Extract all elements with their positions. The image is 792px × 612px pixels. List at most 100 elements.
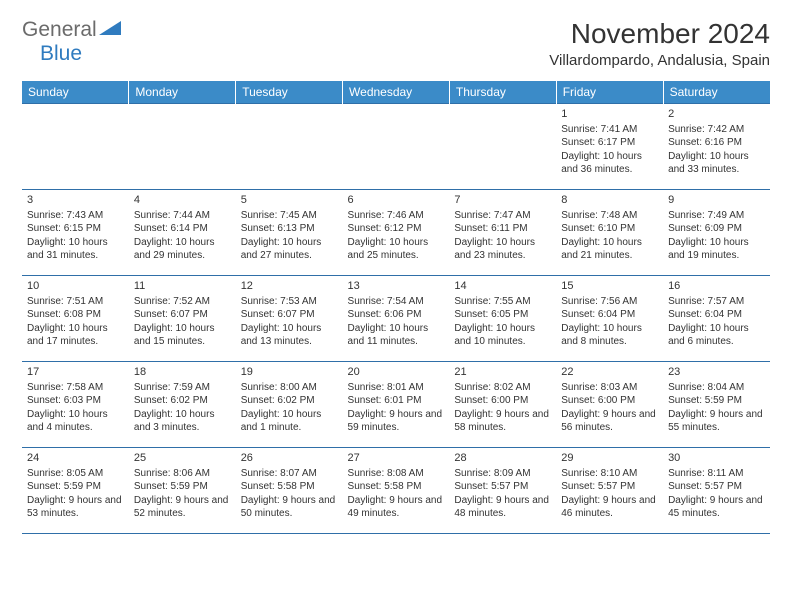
day-number: 17 [27,365,124,380]
daylight-line: Daylight: 10 hours and 21 minutes. [561,236,658,263]
sunrise-line: Sunrise: 8:09 AM [454,467,551,481]
calendar-day-cell: 9Sunrise: 7:49 AMSunset: 6:09 PMDaylight… [663,190,770,276]
sunset-line: Sunset: 5:57 PM [561,480,658,494]
calendar-page: General Blue November 2024 Villardompard… [0,0,792,552]
sunrise-line: Sunrise: 7:44 AM [134,209,231,223]
day-number: 12 [241,279,338,294]
sunset-line: Sunset: 5:59 PM [134,480,231,494]
day-number: 11 [134,279,231,294]
logo-part1: General [22,18,97,41]
calendar-day-cell: 13Sunrise: 7:54 AMSunset: 6:06 PMDayligh… [343,276,450,362]
title-block: November 2024 Villardompardo, Andalusia,… [549,18,770,69]
day-number: 18 [134,365,231,380]
calendar-day-cell [236,104,343,190]
sunset-line: Sunset: 6:03 PM [27,394,124,408]
day-number: 5 [241,193,338,208]
sunrise-line: Sunrise: 7:46 AM [348,209,445,223]
sunrise-line: Sunrise: 7:57 AM [668,295,765,309]
daylight-line: Daylight: 10 hours and 17 minutes. [27,322,124,349]
sunset-line: Sunset: 5:57 PM [668,480,765,494]
day-header: Saturday [663,81,770,104]
sunrise-line: Sunrise: 7:53 AM [241,295,338,309]
sunset-line: Sunset: 5:59 PM [27,480,124,494]
sunset-line: Sunset: 6:02 PM [134,394,231,408]
sunset-line: Sunset: 6:12 PM [348,222,445,236]
day-number: 15 [561,279,658,294]
calendar-day-cell: 6Sunrise: 7:46 AMSunset: 6:12 PMDaylight… [343,190,450,276]
day-number: 19 [241,365,338,380]
calendar-day-cell: 2Sunrise: 7:42 AMSunset: 6:16 PMDaylight… [663,104,770,190]
daylight-line: Daylight: 10 hours and 25 minutes. [348,236,445,263]
calendar-day-cell: 8Sunrise: 7:48 AMSunset: 6:10 PMDaylight… [556,190,663,276]
sunrise-line: Sunrise: 7:52 AM [134,295,231,309]
sunset-line: Sunset: 6:06 PM [348,308,445,322]
calendar-day-cell: 15Sunrise: 7:56 AMSunset: 6:04 PMDayligh… [556,276,663,362]
calendar-day-cell [129,104,236,190]
daylight-line: Daylight: 9 hours and 59 minutes. [348,408,445,435]
sunrise-line: Sunrise: 8:08 AM [348,467,445,481]
sunrise-line: Sunrise: 7:45 AM [241,209,338,223]
day-header: Monday [129,81,236,104]
sunset-line: Sunset: 6:15 PM [27,222,124,236]
sunrise-line: Sunrise: 8:10 AM [561,467,658,481]
day-number: 9 [668,193,765,208]
daylight-line: Daylight: 9 hours and 48 minutes. [454,494,551,521]
day-number: 1 [561,107,658,122]
calendar-day-cell: 19Sunrise: 8:00 AMSunset: 6:02 PMDayligh… [236,362,343,448]
sunset-line: Sunset: 6:00 PM [454,394,551,408]
daylight-line: Daylight: 10 hours and 23 minutes. [454,236,551,263]
sunset-line: Sunset: 6:14 PM [134,222,231,236]
day-number: 20 [348,365,445,380]
calendar-day-cell: 17Sunrise: 7:58 AMSunset: 6:03 PMDayligh… [22,362,129,448]
calendar-body: 1Sunrise: 7:41 AMSunset: 6:17 PMDaylight… [22,104,770,534]
sunrise-line: Sunrise: 8:04 AM [668,381,765,395]
sunrise-line: Sunrise: 8:06 AM [134,467,231,481]
sunrise-line: Sunrise: 7:47 AM [454,209,551,223]
sunrise-line: Sunrise: 7:41 AM [561,123,658,137]
daylight-line: Daylight: 9 hours and 52 minutes. [134,494,231,521]
sunset-line: Sunset: 6:16 PM [668,136,765,150]
calendar-day-cell [449,104,556,190]
daylight-line: Daylight: 10 hours and 4 minutes. [27,408,124,435]
daylight-line: Daylight: 9 hours and 49 minutes. [348,494,445,521]
day-header: Friday [556,81,663,104]
daylight-line: Daylight: 10 hours and 6 minutes. [668,322,765,349]
day-number: 10 [27,279,124,294]
sunrise-line: Sunrise: 7:58 AM [27,381,124,395]
calendar-day-cell: 26Sunrise: 8:07 AMSunset: 5:58 PMDayligh… [236,448,343,534]
day-number: 22 [561,365,658,380]
sunrise-line: Sunrise: 7:55 AM [454,295,551,309]
calendar-day-cell: 1Sunrise: 7:41 AMSunset: 6:17 PMDaylight… [556,104,663,190]
logo-part2: Blue [40,42,82,65]
calendar-week-row: 17Sunrise: 7:58 AMSunset: 6:03 PMDayligh… [22,362,770,448]
day-number: 28 [454,451,551,466]
daylight-line: Daylight: 10 hours and 11 minutes. [348,322,445,349]
daylight-line: Daylight: 10 hours and 13 minutes. [241,322,338,349]
sunrise-line: Sunrise: 8:02 AM [454,381,551,395]
calendar-day-cell: 28Sunrise: 8:09 AMSunset: 5:57 PMDayligh… [449,448,556,534]
day-number: 8 [561,193,658,208]
sunrise-line: Sunrise: 7:56 AM [561,295,658,309]
day-number: 30 [668,451,765,466]
day-number: 16 [668,279,765,294]
sunset-line: Sunset: 5:59 PM [668,394,765,408]
calendar-table: SundayMondayTuesdayWednesdayThursdayFrid… [22,81,770,534]
calendar-day-cell [343,104,450,190]
sunrise-line: Sunrise: 7:48 AM [561,209,658,223]
sunrise-line: Sunrise: 8:01 AM [348,381,445,395]
sunrise-line: Sunrise: 7:51 AM [27,295,124,309]
sunset-line: Sunset: 6:05 PM [454,308,551,322]
sunset-line: Sunset: 6:13 PM [241,222,338,236]
daylight-line: Daylight: 9 hours and 45 minutes. [668,494,765,521]
day-header: Sunday [22,81,129,104]
calendar-day-cell: 20Sunrise: 8:01 AMSunset: 6:01 PMDayligh… [343,362,450,448]
calendar-day-cell: 11Sunrise: 7:52 AMSunset: 6:07 PMDayligh… [129,276,236,362]
daylight-line: Daylight: 10 hours and 8 minutes. [561,322,658,349]
calendar-day-cell: 30Sunrise: 8:11 AMSunset: 5:57 PMDayligh… [663,448,770,534]
daylight-line: Daylight: 10 hours and 27 minutes. [241,236,338,263]
daylight-line: Daylight: 10 hours and 33 minutes. [668,150,765,177]
day-number: 26 [241,451,338,466]
sunset-line: Sunset: 6:08 PM [27,308,124,322]
logo-triangle-icon [99,21,121,35]
calendar-day-cell: 18Sunrise: 7:59 AMSunset: 6:02 PMDayligh… [129,362,236,448]
